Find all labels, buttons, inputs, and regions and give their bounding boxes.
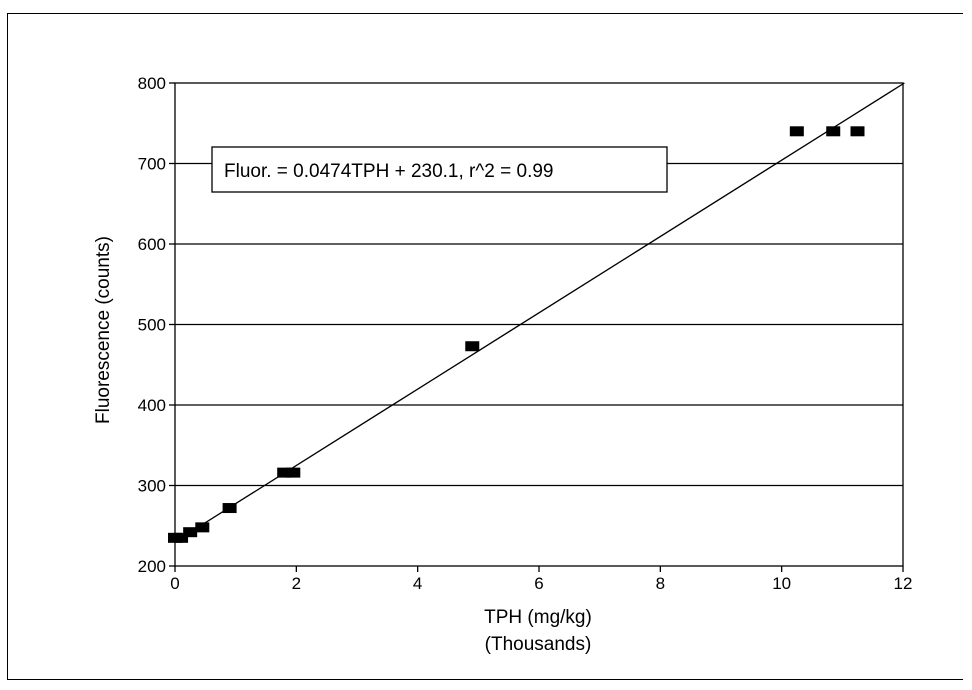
fit-line <box>174 82 905 543</box>
data-point <box>850 126 865 137</box>
equation-box <box>211 146 668 193</box>
y-tick-label: 800 <box>138 74 166 93</box>
data-point <box>286 467 301 478</box>
y-tick-label: 500 <box>138 316 166 335</box>
chart-frame <box>7 13 963 680</box>
data-point <box>183 527 198 538</box>
x-tick-label: 10 <box>772 574 791 593</box>
x-tick-label: 0 <box>170 574 179 593</box>
y-tick-label: 200 <box>138 557 166 576</box>
data-point <box>277 467 292 478</box>
data-point <box>174 532 189 543</box>
x-tick-label: 6 <box>534 574 543 593</box>
x-tick-label: 4 <box>413 574 422 593</box>
data-point <box>789 126 804 137</box>
y-tick-label: 400 <box>138 396 166 415</box>
y-tick-label: 600 <box>138 235 166 254</box>
x-axis-title: TPH (mg/kg) <box>484 607 592 628</box>
data-point <box>826 126 841 137</box>
x-axis-subtitle: (Thousands) <box>485 634 592 655</box>
grid-lines <box>175 162 903 487</box>
equation-text: Fluor. = 0.0474TPH + 230.1, r^2 = 0.99 <box>224 161 554 182</box>
tick-labels: 200 300 400 500 600 700 800 0 2 4 6 8 10 12 <box>138 74 913 593</box>
y-tick-label: 700 <box>138 155 166 174</box>
data-point <box>195 522 210 533</box>
x-tick-label: 2 <box>292 574 301 593</box>
y-axis-title: Fluorescence (counts) <box>93 236 114 424</box>
y-tick-label: 300 <box>138 477 166 496</box>
data-point <box>222 503 237 514</box>
data-point <box>465 341 480 352</box>
x-tick-label: 8 <box>656 574 665 593</box>
data-points <box>168 126 865 543</box>
x-tick-label: 12 <box>894 574 913 593</box>
equation-annotation: Fluor. = 0.0474TPH + 230.1, r^2 = 0.99 <box>211 146 668 193</box>
axis-ticks <box>169 82 904 572</box>
